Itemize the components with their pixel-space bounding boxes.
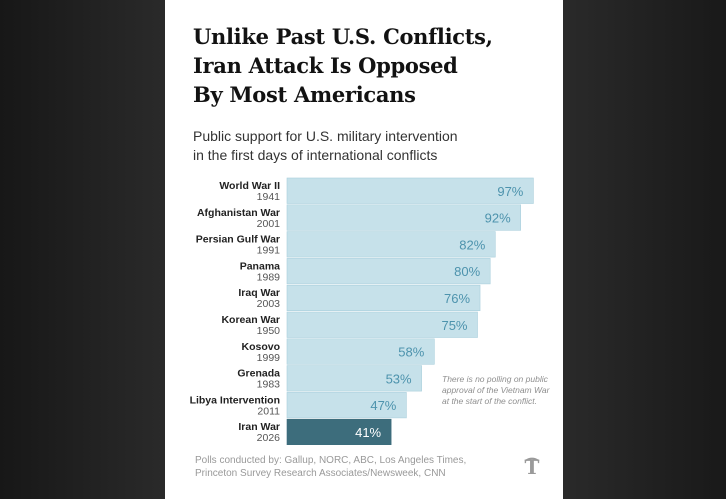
title-line: Iran Attack Is Opposed xyxy=(193,53,458,78)
bar-value-label: 80% xyxy=(454,264,480,279)
category-label: Libya Intervention xyxy=(190,394,280,406)
subtitle-line: in the first days of international confl… xyxy=(193,147,438,163)
bar xyxy=(286,311,478,338)
category-label: Iraq War xyxy=(238,287,280,299)
bar xyxy=(286,258,491,285)
category-label: Persian Gulf War xyxy=(196,234,280,246)
title-line: Unlike Past U.S. Conflicts, xyxy=(193,24,493,49)
bar-highlight xyxy=(286,418,392,446)
title-line: By Most Americans xyxy=(193,82,416,107)
credits-line: Polls conducted by: Gallup, NORC, ABC, L… xyxy=(195,455,467,466)
category-label: Iran War xyxy=(238,421,280,433)
year-label: 1989 xyxy=(257,271,281,283)
source-credits: Polls conducted by: Gallup, NORC, ABC, L… xyxy=(195,454,515,480)
bar-value-label: 82% xyxy=(459,237,485,252)
bar-value-label: 41% xyxy=(355,425,381,440)
year-label: 1991 xyxy=(257,245,281,257)
year-label: 2003 xyxy=(257,298,281,310)
bar xyxy=(286,177,534,204)
year-label: 2011 xyxy=(257,405,280,417)
category-label: World War II xyxy=(219,180,280,192)
category-label: Panama xyxy=(240,260,280,272)
year-label: 1950 xyxy=(257,325,281,337)
background-left xyxy=(0,0,165,499)
year-label: 1941 xyxy=(257,191,281,203)
bar xyxy=(286,365,422,392)
year-label: 1999 xyxy=(257,352,281,364)
nyt-logo-icon: T xyxy=(524,455,540,479)
svg-text:T: T xyxy=(525,455,540,479)
bar xyxy=(286,204,521,231)
category-label: Kosovo xyxy=(241,341,280,353)
chart-subtitle: Public support for U.S. military interve… xyxy=(193,127,553,165)
category-label: Afghanistan War xyxy=(197,207,280,219)
bar xyxy=(286,284,481,312)
footnote: There is no polling on public approval o… xyxy=(442,374,550,406)
category-label: Grenada xyxy=(237,368,280,380)
credits-line: Princeton Survey Research Associates/New… xyxy=(195,468,446,479)
year-label: 2001 xyxy=(257,218,281,230)
bar xyxy=(286,392,407,419)
bar-value-label: 97% xyxy=(497,184,523,199)
bar xyxy=(286,231,496,258)
bar xyxy=(286,338,435,365)
bar-value-label: 76% xyxy=(444,291,470,306)
chart-title: Unlike Past U.S. Conflicts, Iran Attack … xyxy=(193,22,553,109)
year-label: 2026 xyxy=(257,432,281,444)
year-label: 1983 xyxy=(257,379,281,391)
chart-card: Unlike Past U.S. Conflicts, Iran Attack … xyxy=(165,0,563,499)
background-right xyxy=(563,0,726,499)
bar-value-label: 47% xyxy=(370,398,396,413)
bar-value-label: 58% xyxy=(398,345,424,360)
bar-value-label: 92% xyxy=(485,211,511,226)
category-label: Korean War xyxy=(221,314,280,326)
bar-value-label: 75% xyxy=(441,318,467,333)
bar-value-label: 53% xyxy=(386,371,412,386)
subtitle-line: Public support for U.S. military interve… xyxy=(193,128,458,144)
